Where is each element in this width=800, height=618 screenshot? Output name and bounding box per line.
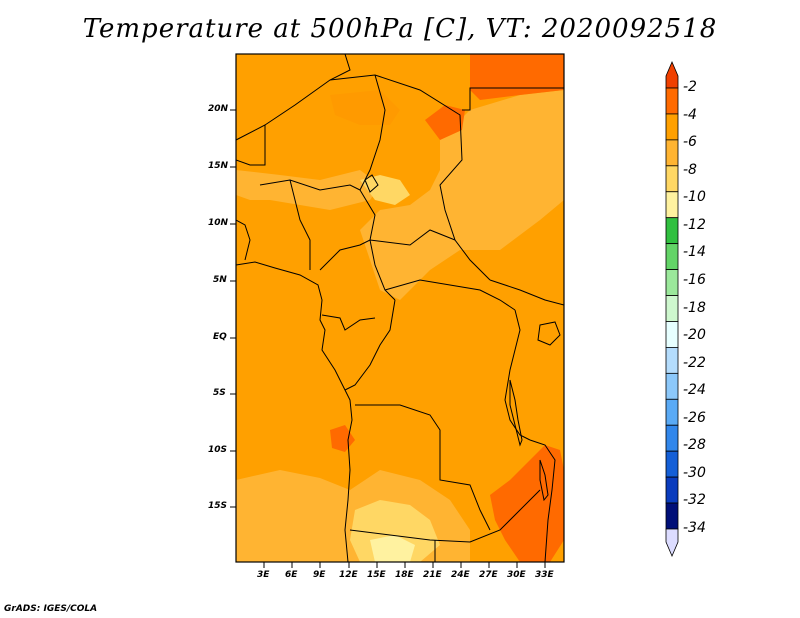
x-tick-label: 9E (313, 570, 326, 580)
border-egypt (462, 87, 564, 111)
x-tick-label: 12E (339, 570, 358, 580)
colorbar-label: -34 (683, 520, 706, 536)
border-ghana (236, 219, 251, 261)
colorbar-swatch (665, 191, 679, 219)
temperature-field (236, 54, 564, 562)
colorbar-label: -16 (683, 271, 706, 288)
border-chad-niger (359, 74, 386, 241)
colorbar-label: -14 (683, 244, 706, 261)
colorbar-swatch (665, 372, 679, 400)
colorbar-label: -20 (683, 327, 706, 344)
x-axis-ticks (263, 562, 546, 568)
band-niger-patch (330, 90, 400, 125)
border-car-north (369, 229, 456, 246)
colorbar-swatch (665, 295, 679, 322)
map-frame (235, 53, 565, 563)
west-coastline (236, 261, 353, 562)
colorbar-label: -4 (683, 106, 697, 123)
border-sahel (259, 179, 361, 191)
colorbar-label: -26 (683, 409, 706, 426)
x-tick-label: 18E (395, 570, 414, 580)
colorbar-swatch (665, 347, 679, 374)
colorbar-swatch (665, 243, 679, 270)
colorbar-swatch (665, 269, 679, 296)
colorbar-label: -6 (683, 134, 697, 151)
x-tick-label: 24E (451, 570, 470, 580)
border-south-sudan (489, 279, 564, 306)
y-tick-label: 10S (208, 445, 228, 455)
figure-title: Temperature at 500hPa [C], VT: 202009251… (82, 14, 718, 44)
colorbar-swatch (665, 450, 679, 478)
colorbar-swatch (665, 476, 679, 504)
x-tick-label: 33E (535, 570, 554, 580)
band-minus6-to-minus8-sahel (236, 170, 380, 210)
colorbar-label: -24 (683, 382, 706, 399)
colorbar-swatch (665, 87, 679, 115)
colorbar (665, 60, 679, 558)
colorbar-label: -28 (683, 437, 706, 454)
border-namibia-botswana (349, 489, 541, 543)
colorbar-swatch (665, 502, 679, 530)
colorbar-swatch (665, 321, 679, 348)
colorbar-label: -12 (683, 216, 706, 233)
lake-victoria (537, 321, 561, 346)
colorbar-label: -32 (683, 492, 706, 509)
border-angola-zambia (355, 404, 491, 531)
x-tick-label: 6E (285, 570, 298, 580)
x-tick-label: 30E (507, 570, 526, 580)
y-tick-label: 15N (208, 161, 229, 171)
y-tick-label: 15S (208, 501, 228, 511)
y-tick-label: 20N (208, 104, 229, 114)
colorbar-swatch (665, 165, 679, 193)
colorbar-swatch (665, 113, 679, 141)
x-tick-label: 3E (257, 570, 270, 580)
border-nw (236, 54, 351, 141)
colorbar-label: -18 (683, 299, 706, 316)
country-borders (236, 54, 564, 562)
colorbar-label: -8 (683, 161, 697, 178)
lake-chad (364, 174, 379, 193)
x-tick-label: 27E (479, 570, 498, 580)
band-minus2-to-minus4-libya (425, 105, 465, 140)
lake-malawi (539, 459, 549, 502)
colorbar-label: -10 (683, 189, 706, 206)
band-minus10-to-minus12-south (370, 535, 415, 562)
y-tick-label: 5S (213, 388, 226, 398)
border-malawi-moz (529, 439, 556, 562)
y-axis-ticks (230, 109, 236, 508)
border-car-south (384, 279, 516, 311)
border-mali (236, 125, 266, 166)
y-tick-label: 10N (208, 218, 229, 228)
border-sudan-west (329, 74, 491, 281)
band-minus6-to-minus8-north (360, 90, 564, 300)
colorbar-label: -22 (683, 354, 706, 371)
colorbar-arrow-top (665, 60, 679, 89)
border-east-drc (504, 309, 531, 441)
colorbar-swatch (665, 139, 679, 167)
colorbar-label: -2 (683, 79, 697, 95)
colorbar-swatch (665, 398, 679, 426)
x-tick-label: 15E (367, 570, 386, 580)
colorbar-label: -30 (683, 464, 706, 481)
colorbar-arrow-bottom (665, 528, 679, 558)
colorbar-swatch (665, 217, 679, 245)
x-tick-label: 21E (423, 570, 442, 580)
y-tick-label: 5N (213, 275, 227, 285)
border-congo (344, 299, 396, 391)
colorbar-swatch (665, 424, 679, 452)
grads-credit: GrADS: IGES/COLA (4, 604, 98, 614)
lake-tanganyika (509, 379, 523, 447)
band-minus8-to-minus10-chad (360, 175, 410, 205)
border-gabon (321, 314, 376, 331)
y-tick-label: EQ (213, 332, 227, 342)
border-nigeria-west (289, 179, 311, 270)
